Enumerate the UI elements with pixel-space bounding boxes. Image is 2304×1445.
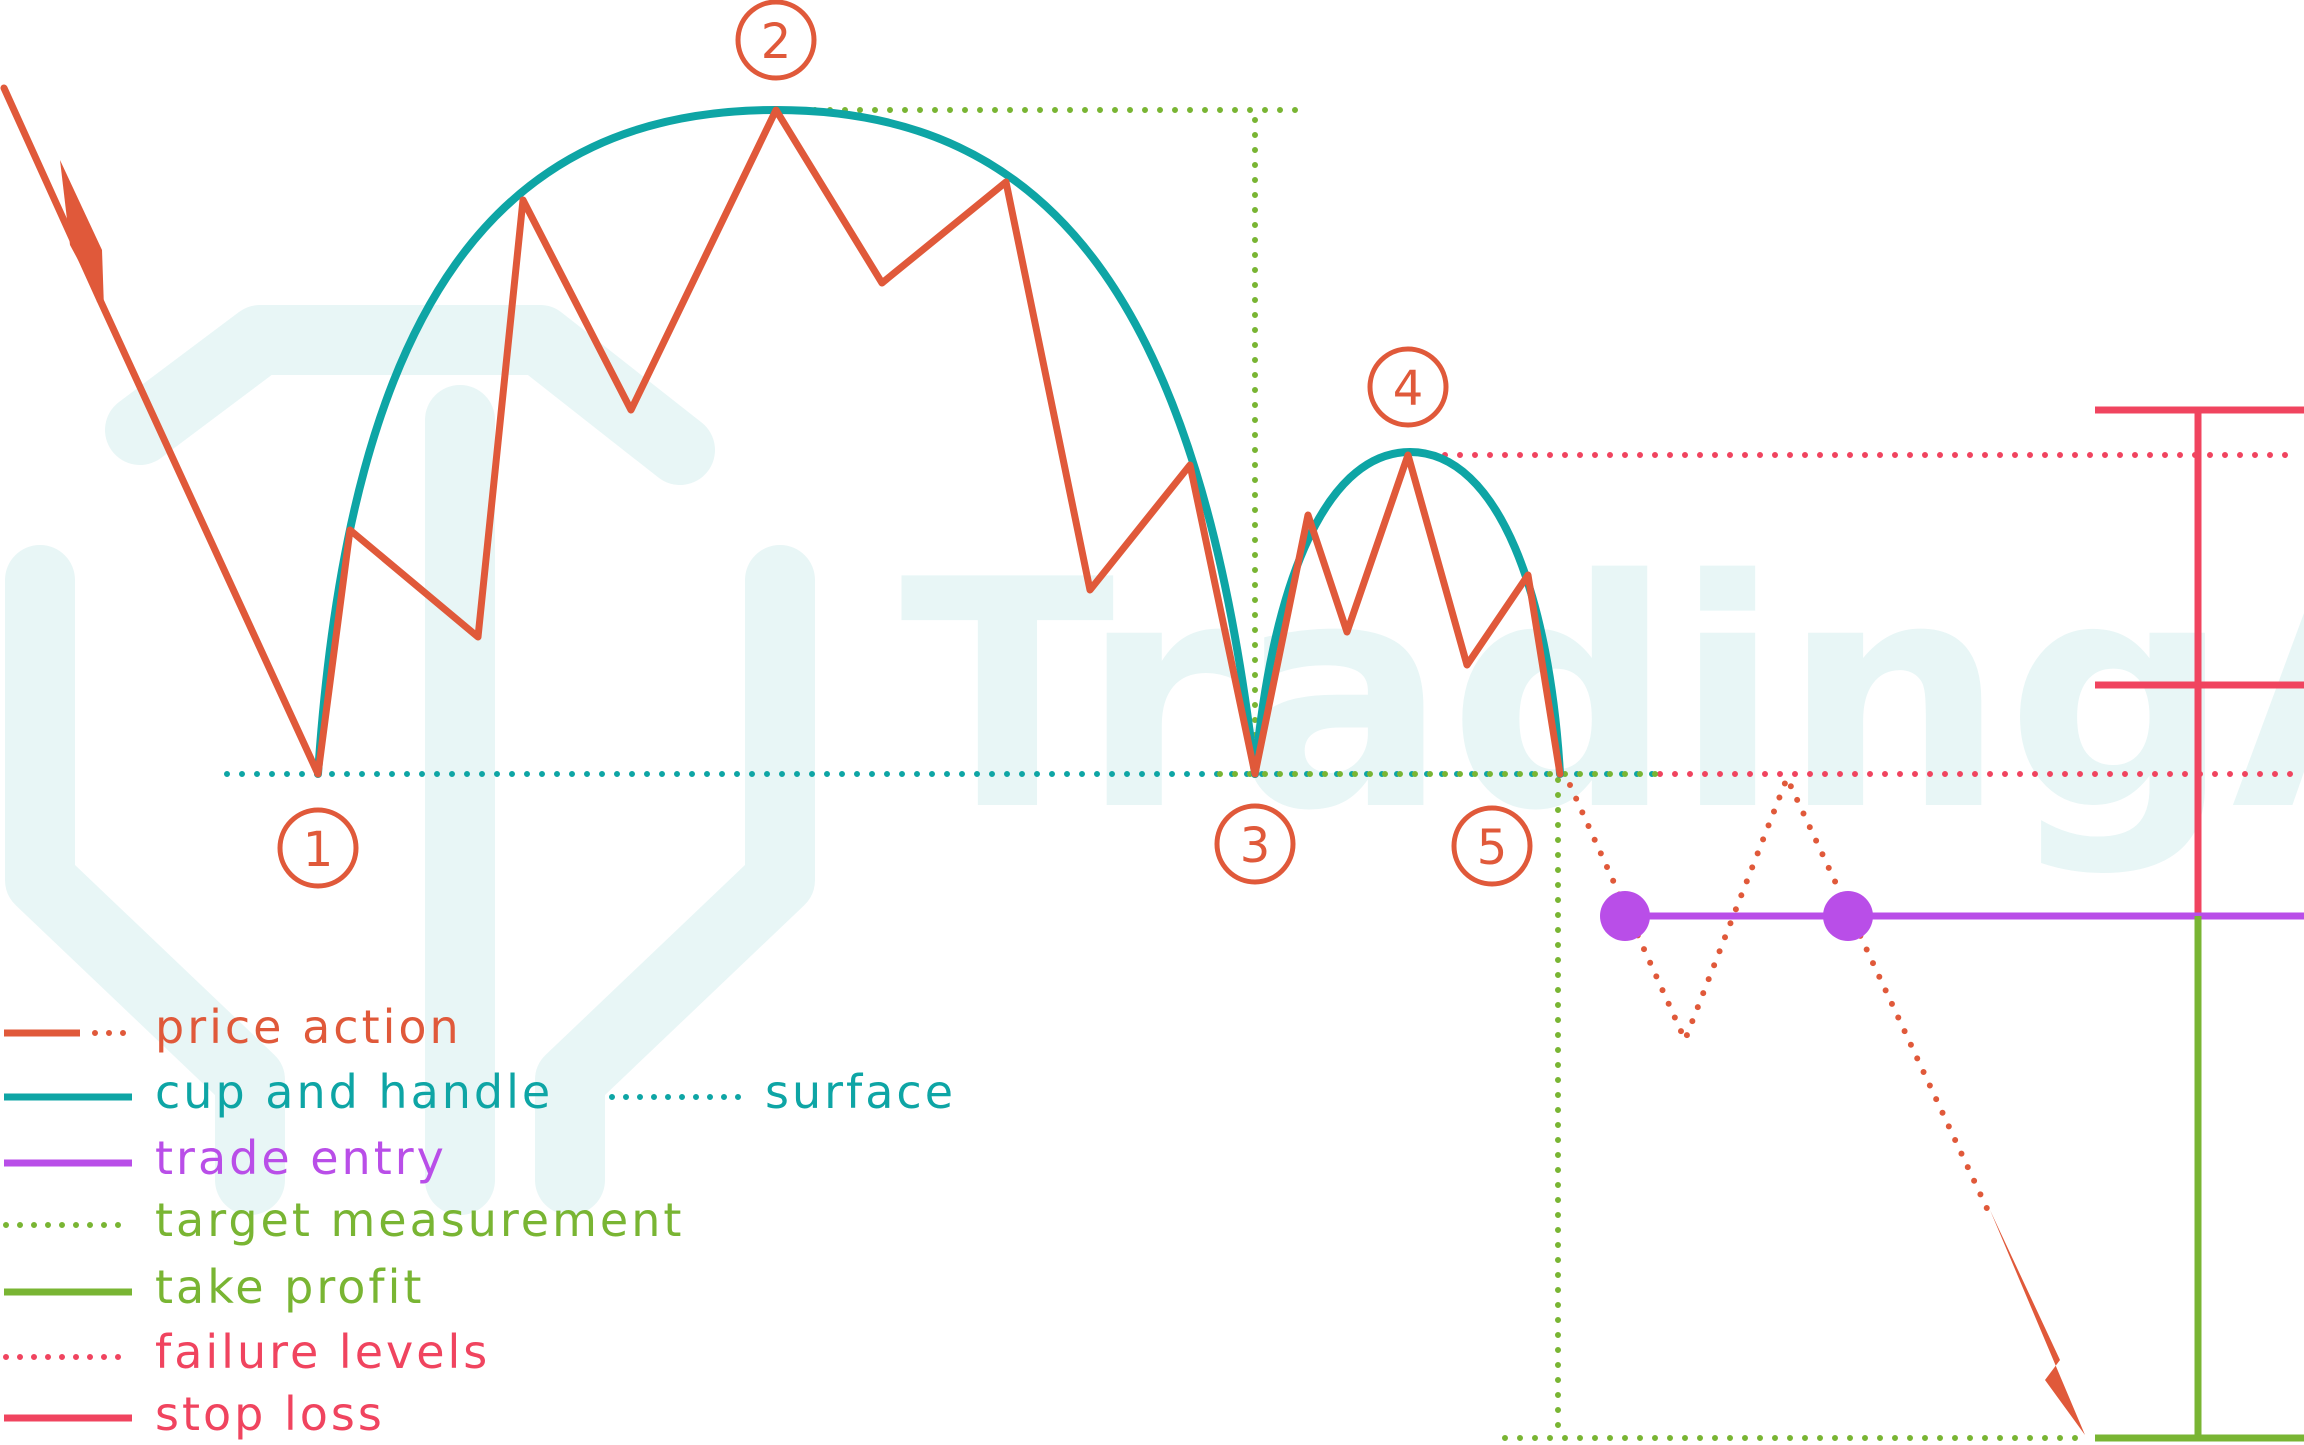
point-label-2: 2 xyxy=(761,14,792,70)
point-label-5: 5 xyxy=(1477,820,1508,876)
point-marker-5 xyxy=(1451,805,1533,887)
failure-levels xyxy=(1427,452,2303,777)
watermark-logo-mark xyxy=(535,545,815,1215)
legend-item-cup-and-handle: cup and handle xyxy=(4,1065,553,1119)
legend-label-cup-and-handle: cup and handle xyxy=(155,1065,553,1119)
legend: price action cup and handle surface trad… xyxy=(3,1000,956,1441)
legend-label-target-measurement: target measurement xyxy=(155,1193,684,1247)
price-projection-line xyxy=(1567,770,1993,1218)
watermark-logo-mark xyxy=(105,305,715,485)
point-label-3: 3 xyxy=(1240,818,1271,874)
legend-label-trade-entry: trade entry xyxy=(155,1131,447,1185)
point-marker-2 xyxy=(735,0,817,81)
point-label-1: 1 xyxy=(303,822,334,878)
watermark-text: TradingAxe xyxy=(900,514,2304,880)
price-action-arrowhead-top xyxy=(60,160,104,308)
point-labels: 1 2 3 4 5 xyxy=(303,14,1508,878)
take-profit xyxy=(2095,916,2304,1442)
legend-item-trade-entry: trade entry xyxy=(4,1131,447,1185)
legend-item-target-measurement: target measurement xyxy=(3,1193,684,1247)
price-action-line xyxy=(96,106,1564,778)
legend-label-surface: surface xyxy=(765,1065,956,1119)
target-measurement xyxy=(767,107,2093,1441)
legend-item-surface: surface xyxy=(609,1065,956,1119)
legend-label-price-action: price action xyxy=(155,1000,462,1054)
legend-item-take-profit: take profit xyxy=(4,1260,424,1314)
watermark-logo-mark xyxy=(5,545,285,1215)
trade-entry-point-2 xyxy=(1823,891,1873,941)
stop-loss xyxy=(2095,406,2304,916)
legend-label-failure-levels: failure levels xyxy=(155,1325,490,1379)
watermark: TradingAxe xyxy=(5,305,2304,1215)
legend-item-price-action: price action xyxy=(4,1000,462,1054)
legend-item-failure-levels: failure levels xyxy=(3,1325,490,1379)
point-marker-3 xyxy=(1214,803,1296,885)
legend-item-stop-loss: stop loss xyxy=(4,1387,385,1441)
point-marker-1 xyxy=(277,807,359,889)
trade-entry-point-1 xyxy=(1600,891,1650,941)
point-markers xyxy=(277,0,1533,889)
point-label-4: 4 xyxy=(1393,361,1424,417)
price-projection-arrowhead xyxy=(1990,1210,2085,1435)
legend-label-take-profit: take profit xyxy=(155,1260,424,1314)
legend-label-stop-loss: stop loss xyxy=(155,1387,385,1441)
point-marker-4 xyxy=(1367,346,1449,428)
